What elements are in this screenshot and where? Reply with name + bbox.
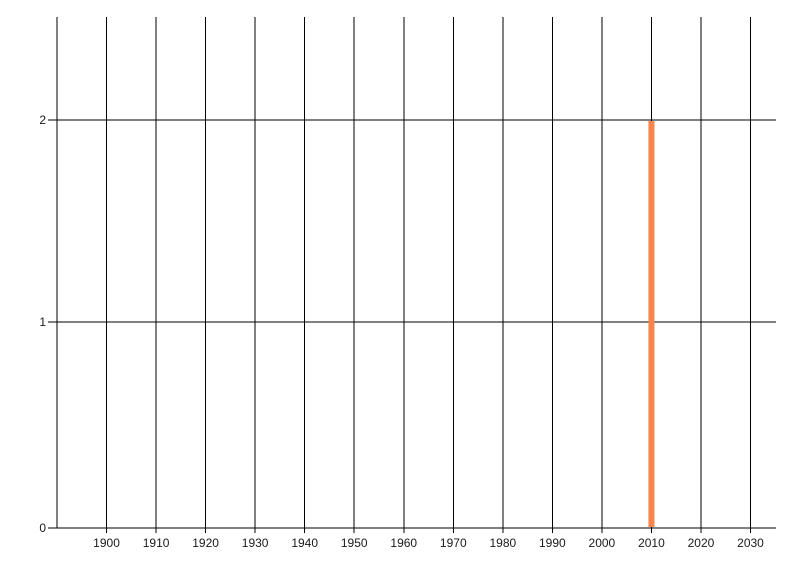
- x-tick-label-1910: 1910: [143, 536, 170, 550]
- x-tick-label-1990: 1990: [539, 536, 566, 550]
- y-tick-label-2: 2: [39, 113, 46, 127]
- x-tick-label-1930: 1930: [242, 536, 269, 550]
- x-tick-label-1920: 1920: [192, 536, 219, 550]
- bar-2010[interactable]: [648, 121, 655, 527]
- x-tick-label-1980: 1980: [489, 536, 516, 550]
- y-tick-label-0: 0: [39, 521, 46, 535]
- x-tick-label-2000: 2000: [589, 536, 616, 550]
- x-tick-label-1950: 1950: [341, 536, 368, 550]
- x-tick-label-2010: 2010: [638, 536, 665, 550]
- x-tick-label-2030: 2030: [737, 536, 764, 550]
- x-tick-label-1960: 1960: [390, 536, 417, 550]
- x-tick-label-1970: 1970: [440, 536, 467, 550]
- y-tick-label-1: 1: [39, 315, 46, 329]
- x-tick-label-1940: 1940: [291, 536, 318, 550]
- x-tick-label-1900: 1900: [93, 536, 120, 550]
- x-tick-label-2020: 2020: [688, 536, 715, 550]
